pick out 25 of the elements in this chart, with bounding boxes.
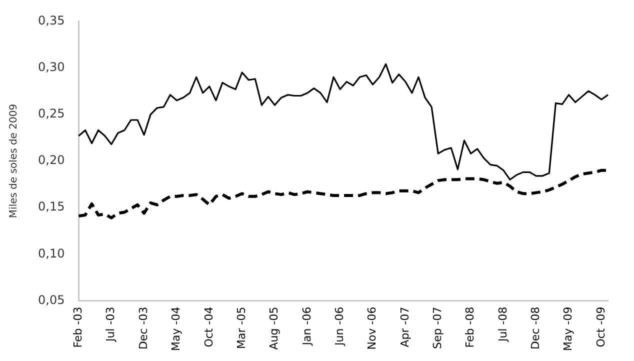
x-tick-label: Apr -07 bbox=[398, 306, 412, 348]
x-tick-label: Oct -09 bbox=[594, 306, 608, 348]
x-tick-label: Jul -03 bbox=[104, 306, 118, 343]
x-tick-label: Jun -06 bbox=[332, 306, 346, 346]
x-tick-label: May -04 bbox=[170, 306, 183, 352]
y-tick-label: 0,20 bbox=[38, 153, 65, 168]
x-tick-label: May -09 bbox=[562, 306, 575, 352]
y-tick-label: 0,05 bbox=[38, 292, 65, 307]
x-tick-label: Aug -05 bbox=[268, 306, 281, 350]
x-tick-label: Mar -05 bbox=[234, 306, 248, 350]
x-tick-label: Feb -08 bbox=[464, 306, 477, 348]
y-tick-label: 0,10 bbox=[38, 246, 65, 260]
x-tick-label: Dec -03 bbox=[136, 306, 150, 350]
x-tick-label: Jul -08 bbox=[496, 306, 510, 343]
x-tick-label: Jan -06 bbox=[300, 306, 314, 346]
x-tick-label: Oct -04 bbox=[202, 306, 216, 348]
y-tick-label: 0,30 bbox=[38, 60, 65, 74]
y-tick-label: 0,25 bbox=[38, 106, 65, 121]
y-tick-label: 0,35 bbox=[38, 13, 65, 28]
y-tick-label: 0,15 bbox=[38, 200, 65, 214]
x-tick-label: Nov -06 bbox=[366, 306, 379, 350]
x-tick-label: Sep -07 bbox=[430, 306, 444, 349]
x-tick-label: Dec -08 bbox=[528, 306, 542, 350]
x-tick-label: Feb -03 bbox=[72, 306, 85, 348]
y-axis-title: Miles de soles de 2009 bbox=[8, 104, 20, 218]
